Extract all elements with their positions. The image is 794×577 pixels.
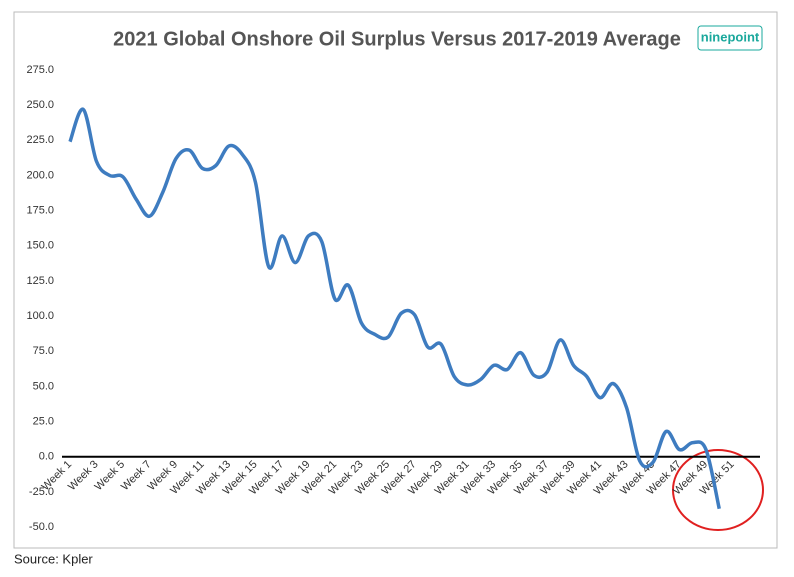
y-tick-label: 200.0	[26, 169, 54, 181]
y-tick-label: 75.0	[33, 345, 54, 357]
highlight-circle	[672, 449, 764, 531]
y-tick-label: -50.0	[29, 521, 54, 533]
chart-title: 2021 Global Onshore Oil Surplus Versus 2…	[113, 28, 681, 50]
series-line	[68, 107, 721, 510]
y-tick-label: 125.0	[26, 275, 54, 287]
y-tick-label: -25.0	[29, 486, 54, 498]
y-tick-label: 175.0	[26, 205, 54, 217]
y-tick-label: 225.0	[26, 134, 54, 146]
chart-frame	[13, 11, 778, 549]
y-tick-label: 0.0	[39, 451, 54, 463]
y-tick-label: 50.0	[33, 380, 54, 392]
y-tick-label: 150.0	[26, 240, 54, 252]
y-tick-label: 25.0	[33, 415, 54, 427]
y-tick-label: 100.0	[26, 310, 54, 322]
y-tick-label: 250.0	[26, 99, 54, 111]
logo-box	[697, 25, 763, 51]
source: Source: Kpler	[14, 551, 93, 566]
y-tick-label: 275.0	[26, 64, 54, 76]
logo: ninepoint	[701, 29, 760, 44]
